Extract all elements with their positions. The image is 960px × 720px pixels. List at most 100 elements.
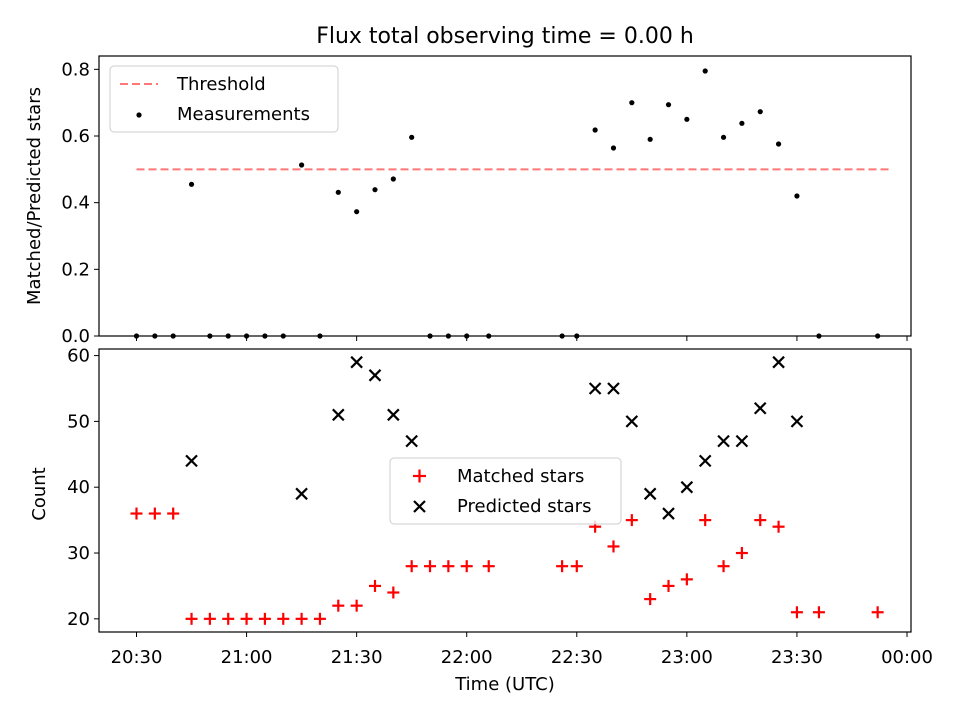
legend-matched-swatch <box>413 469 426 483</box>
legend-box <box>389 457 622 525</box>
x-stroke-b <box>607 382 620 395</box>
matched-star-point <box>699 514 712 527</box>
measurement-point <box>390 176 396 182</box>
x-stroke-b <box>368 369 382 382</box>
predicted-star-point <box>588 382 602 395</box>
measurement-point <box>188 181 195 187</box>
matched-star-point <box>754 514 767 527</box>
matched-star-point <box>735 547 748 560</box>
matched-star-point <box>350 599 363 612</box>
matched-star-point <box>313 612 326 625</box>
matched-star-point <box>240 612 253 625</box>
matched-star-point <box>203 612 216 625</box>
x-stroke-b <box>735 434 749 448</box>
y-tick-label: 0.0 <box>61 326 90 347</box>
x-tick-label: 21:30 <box>331 647 383 668</box>
y-tick-label: 20 <box>67 609 90 630</box>
x-tick-label: 20:30 <box>111 647 163 668</box>
predicted-star-point <box>332 408 345 422</box>
matched-star-point <box>332 599 345 612</box>
measurement-point <box>775 141 782 147</box>
measurement-point <box>335 189 341 195</box>
x-tick-label: 22:30 <box>551 647 603 668</box>
matched-star-point <box>185 612 198 625</box>
legend-measurements-label: Measurements <box>177 104 310 125</box>
matched-star-point <box>442 560 455 573</box>
top-y-axis-label: Matched/Predicted stars <box>24 87 45 305</box>
x-stroke-b <box>662 507 675 520</box>
predicted-star-point <box>772 355 785 369</box>
bottom-y-axis: 20 30 40 50 60 <box>67 346 99 630</box>
y-tick-label: 50 <box>67 411 90 432</box>
matched-star-point <box>625 514 638 527</box>
predicted-star-point <box>662 507 675 520</box>
top-panel: Flux total observing time = 0.00 h 0.00.… <box>24 24 912 347</box>
matched-star-point <box>277 612 290 625</box>
matched-star-point <box>405 560 418 573</box>
y-tick-label: 60 <box>67 346 90 367</box>
measurement-point <box>794 193 800 199</box>
x-tick-label: 22:00 <box>441 647 493 668</box>
matched-star-point <box>482 560 495 573</box>
x-stroke-b <box>717 434 730 448</box>
x-stroke-b <box>332 408 345 422</box>
measurement-point <box>647 136 653 142</box>
predicted-star-point <box>735 434 749 448</box>
matched-star-point <box>662 579 675 592</box>
legend-predicted-swatch <box>413 500 426 513</box>
bottom-x-axis: 20:30 21:00 21:30 22:00 22:30 23:00 23:30 00:00 <box>111 632 933 668</box>
bottom-axes-frame <box>98 348 912 633</box>
predicted-star-point <box>643 487 657 501</box>
matched-star-point <box>556 560 569 573</box>
x-stroke-b <box>790 415 804 428</box>
legend-measurements-swatch <box>136 112 142 118</box>
matched-star-point <box>295 612 308 625</box>
bottom-x-axis-label: Time (UTC) <box>454 674 555 695</box>
matched-star-point <box>790 606 803 619</box>
matched-star-point <box>368 579 381 592</box>
matched-star-point <box>570 560 583 573</box>
predicted-star-point <box>295 487 308 501</box>
y-tick-label: 0.6 <box>61 126 90 147</box>
measurement-point <box>372 187 378 193</box>
predicted-star-point <box>717 434 730 448</box>
x-tick-label: 21:00 <box>221 647 273 668</box>
y-tick-label: 0.8 <box>61 59 90 80</box>
matched-star-point <box>387 586 400 599</box>
x-stroke-b <box>772 355 785 369</box>
matched-star-point <box>680 573 693 586</box>
measurement-point <box>665 102 672 108</box>
x-stroke-b <box>643 487 657 501</box>
measurement-point <box>629 100 635 106</box>
matched-star-point <box>130 507 143 520</box>
x-stroke-b <box>405 434 418 448</box>
x-stroke-b <box>753 401 767 415</box>
legend-predicted-label: Predicted stars <box>457 496 591 517</box>
measurement-point <box>409 134 415 140</box>
y-tick-label: 0.4 <box>61 193 90 214</box>
predicted-star-point <box>753 401 767 415</box>
measurement-point <box>720 134 727 140</box>
matched-star-point <box>167 507 180 520</box>
x-tick-label: 23:30 <box>771 647 823 668</box>
matched-star-point <box>460 560 473 573</box>
matched-star-point <box>644 593 657 606</box>
matched-star-point <box>424 560 437 573</box>
measurement-point <box>757 109 763 115</box>
measurement-point <box>610 145 617 151</box>
predicted-star-point <box>368 369 382 382</box>
legend-matched-label: Matched stars <box>457 466 584 487</box>
predicted-star-point <box>698 454 712 468</box>
top-x-ticks <box>136 336 908 341</box>
matched-star-point <box>258 612 271 625</box>
bottom-panel: 20 30 40 50 60 20:30 21:00 21:30 22:00 22:30 23:0… <box>29 346 933 695</box>
measurement-point <box>354 209 360 215</box>
bottom-plot-area <box>130 355 884 625</box>
matched-star-point <box>717 560 730 573</box>
matched-star-point <box>607 540 620 553</box>
matched-star-point <box>871 606 884 619</box>
predicted-star-point <box>405 434 418 448</box>
x-stroke-b <box>387 408 400 422</box>
x-stroke-b <box>680 480 694 494</box>
